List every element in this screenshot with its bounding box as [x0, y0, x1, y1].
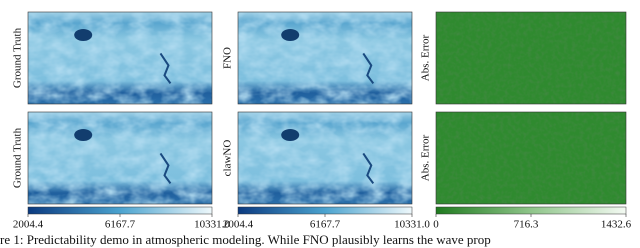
panel-frame	[435, 11, 627, 105]
panel-label: Ground Truth	[12, 27, 24, 88]
colorbar-tick-label: 2004.4	[13, 219, 44, 231]
error-texture	[436, 12, 626, 104]
feature	[74, 129, 93, 141]
field-texture	[28, 112, 212, 204]
error-texture	[436, 112, 626, 204]
panel	[237, 11, 413, 105]
colorbar-tick-label: 6167.7	[105, 219, 136, 231]
panel-frame	[435, 111, 627, 205]
panel	[27, 11, 213, 105]
colorbar	[435, 206, 627, 215]
feature	[362, 52, 375, 84]
colorbar-tick-label: 716.3	[514, 219, 539, 231]
panel	[435, 111, 627, 205]
colorbar-tick-label: 6167.7	[310, 219, 341, 231]
feature	[74, 29, 93, 41]
colorbar-tick-label: 10331.0	[194, 219, 230, 231]
panel	[237, 111, 413, 205]
feature	[281, 29, 300, 41]
caption: re 1: Predictability demo in atmospheric…	[0, 232, 491, 247]
panel-label: FNO	[222, 47, 234, 69]
panel-label: Abs. Error	[420, 34, 432, 81]
feature	[159, 152, 172, 184]
panel-label: clawNO	[222, 140, 234, 177]
panel-frame	[27, 111, 213, 205]
colorbar-tick-label: 2004.4	[223, 219, 254, 231]
colorbar-tick-label: 0	[433, 219, 439, 231]
panel-frame	[237, 111, 413, 205]
panel	[435, 11, 627, 105]
panel-frame	[237, 11, 413, 105]
field-texture	[238, 12, 412, 104]
feature	[281, 129, 300, 141]
panel	[27, 111, 213, 205]
panel-label: Abs. Error	[420, 134, 432, 181]
field-texture	[238, 112, 412, 204]
panel-label: Ground Truth	[12, 127, 24, 188]
colorbar-tick-label: 10331.0	[394, 219, 430, 231]
field-texture	[28, 12, 212, 104]
colorbar	[27, 206, 213, 215]
colorbar	[237, 206, 413, 215]
feature	[362, 152, 375, 184]
feature	[159, 52, 172, 84]
colorbar-tick-label: 1432.6	[601, 219, 632, 231]
panel-frame	[27, 11, 213, 105]
